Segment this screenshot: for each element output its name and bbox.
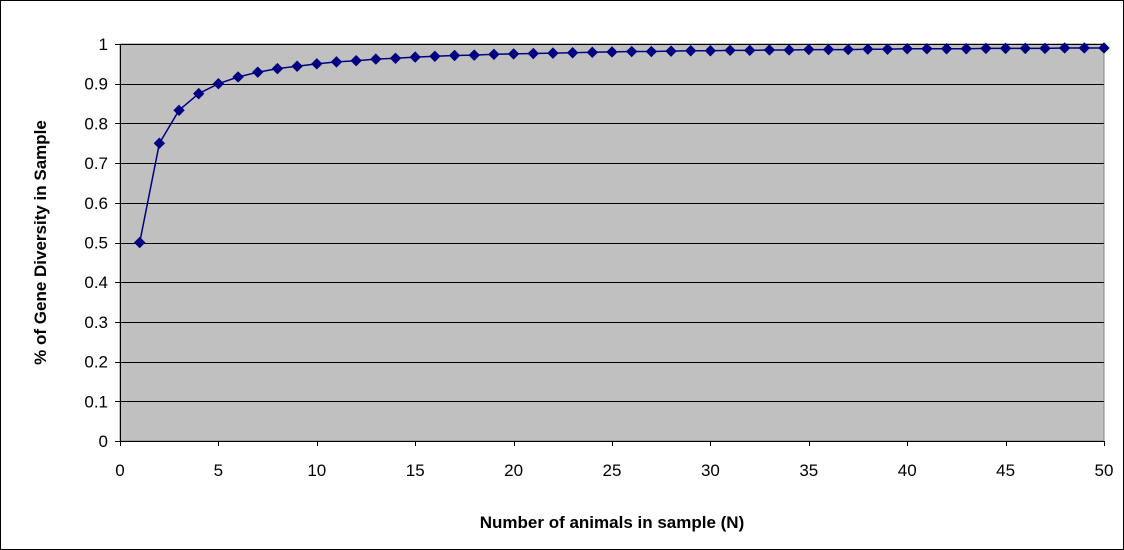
data-point-38 [862,43,874,55]
tick-labels: 00.10.20.30.40.50.60.70.80.910 5 10 15 20 25 3… [84,35,1113,480]
data-point-46 [1019,42,1031,55]
data-point-7 [252,66,264,78]
data-point-39 [881,43,894,55]
data-point-33 [763,44,776,56]
data-point-45 [999,42,1012,55]
data-point-47 [1039,42,1051,55]
data-point-16 [429,50,441,63]
data-point-19 [488,48,500,61]
y-axis-title: % of Gene Diversity in Sample [31,120,50,365]
data-point-17 [448,49,461,62]
gridlines [120,44,1104,402]
x-tick-label-10: 50 [1095,461,1114,480]
y-tick-label-10: 1 [99,35,108,54]
data-point-50 [1098,42,1110,54]
data-point-10 [311,58,323,70]
x-tick-label-9: 45 [996,461,1015,480]
x-tick-label-0: 0 [115,461,124,480]
data-point-40 [901,43,913,55]
data-point-36 [822,43,835,56]
data-point-27 [645,45,658,58]
data-point-23 [566,47,579,59]
data-point-32 [744,44,756,57]
x-tick-label-8: 40 [898,461,917,480]
x-tick-label-2: 10 [307,461,326,480]
data-point-15 [409,51,421,63]
x-axis-title: Number of animals in sample (N) [480,513,745,532]
y-tick-label-3: 0.3 [84,313,108,332]
x-tick-label-6: 30 [701,461,720,480]
data-point-44 [980,42,992,55]
axes [115,44,1105,446]
x-tick-label-1: 5 [214,461,223,480]
data-point-3 [173,104,185,117]
y-tick-label-0: 0 [99,432,108,451]
data-point-28 [665,45,677,57]
data-point-9 [291,60,303,72]
data-point-14 [389,52,402,64]
data-point-21 [527,47,539,60]
data-point-31 [724,44,736,57]
y-tick-label-5: 0.5 [84,234,108,253]
data-point-20 [507,48,520,60]
data-point-2 [153,137,166,149]
data-point-43 [960,43,972,55]
data-point-8 [271,62,284,75]
data-point-11 [330,56,343,68]
data-point-24 [586,46,599,59]
data-point-41 [921,43,933,55]
y-tick-label-1: 0.1 [84,392,108,411]
data-point-1 [133,236,146,249]
y-tick-label-6: 0.6 [84,194,108,213]
data-point-34 [783,44,795,56]
y-tick-label-7: 0.7 [84,154,108,173]
y-tick-label-4: 0.4 [84,273,108,292]
data-points [133,42,1110,249]
data-point-25 [606,46,618,58]
data-point-49 [1078,42,1091,54]
data-point-37 [842,43,854,56]
x-tick-label-5: 25 [603,461,622,480]
data-point-26 [625,45,638,58]
data-point-12 [350,54,362,67]
y-tick-label-8: 0.8 [84,114,108,133]
x-tick-label-3: 15 [406,461,425,480]
data-point-29 [685,45,697,57]
data-point-48 [1058,42,1071,54]
y-tick-label-9: 0.9 [84,75,108,94]
data-point-13 [370,53,382,65]
data-point-6 [232,71,244,83]
data-point-4 [193,87,205,100]
y-tick-label-2: 0.2 [84,353,108,372]
data-point-35 [803,43,815,56]
data-point-5 [212,77,225,90]
x-tick-label-4: 20 [504,461,523,480]
data-point-18 [468,49,480,61]
plot-area [119,43,1105,442]
data-point-30 [704,45,717,57]
x-tick-label-7: 35 [799,461,818,480]
data-point-42 [940,43,953,55]
data-point-22 [547,47,559,59]
